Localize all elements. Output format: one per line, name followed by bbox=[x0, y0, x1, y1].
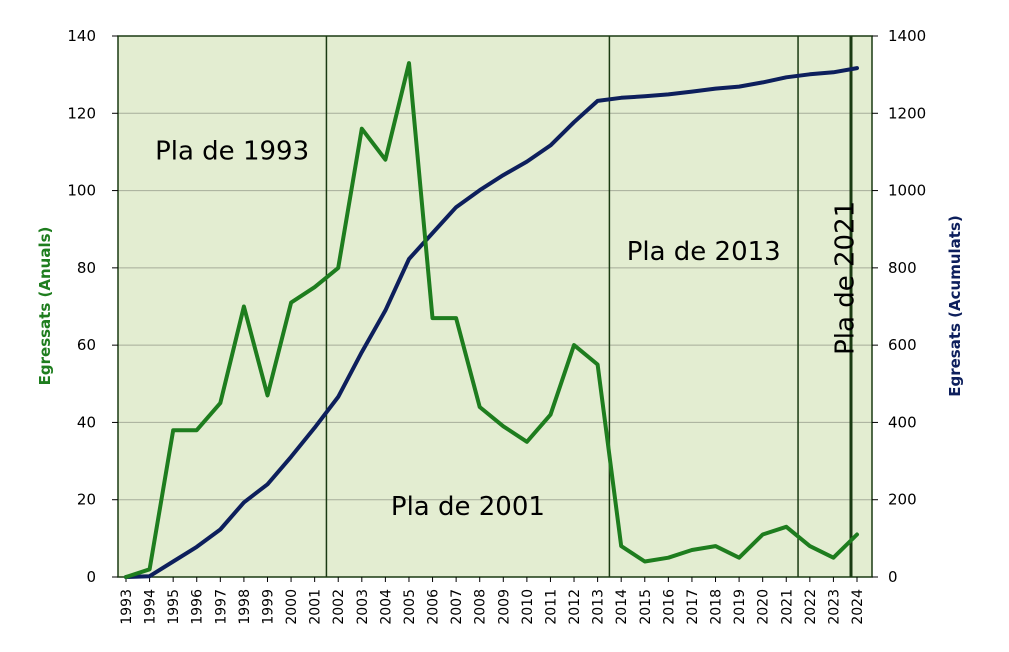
left-tick-label: 120 bbox=[67, 104, 96, 122]
series-lines bbox=[124, 61, 859, 579]
right-tick-label: 1000 bbox=[888, 182, 926, 200]
right-tick-label: 800 bbox=[888, 259, 917, 277]
x-tick-label: 1995 bbox=[166, 589, 182, 625]
x-tick-label: 1999 bbox=[260, 589, 276, 625]
x-tick-label: 2007 bbox=[449, 589, 465, 625]
x-tick-label: 2009 bbox=[496, 589, 512, 625]
x-tick-label: 2014 bbox=[614, 589, 630, 625]
x-tick-label: 2010 bbox=[520, 589, 536, 625]
y-axis-left-label: Egressats (Anuals) bbox=[36, 227, 54, 386]
x-tick-label: 2015 bbox=[638, 589, 654, 625]
x-tick-label: 2013 bbox=[591, 589, 607, 625]
left-tick-label: 20 bbox=[77, 491, 96, 509]
x-tick-label: 2001 bbox=[308, 589, 324, 625]
x-tick-label: 2020 bbox=[756, 589, 772, 625]
right-tick-label: 0 bbox=[888, 568, 898, 586]
x-tick-label: 2017 bbox=[685, 589, 701, 625]
x-tick-label: 2002 bbox=[331, 589, 347, 625]
left-axis: 0 20 40 60 80 100 120 140 bbox=[67, 27, 118, 586]
plan-label: Pla de 2001 bbox=[391, 492, 545, 522]
right-tick-label: 400 bbox=[888, 413, 917, 431]
left-tick-label: 60 bbox=[77, 336, 96, 354]
left-tick-label: 80 bbox=[77, 259, 96, 277]
right-tick-label: 1400 bbox=[888, 27, 926, 45]
left-tick-label: 140 bbox=[67, 27, 96, 45]
x-tick-label: 2018 bbox=[709, 589, 725, 625]
x-tick-label: 2011 bbox=[543, 589, 559, 625]
x-tick-label: 2024 bbox=[850, 589, 866, 625]
y-axis-right-label: Egresats (Acumulats) bbox=[946, 215, 964, 397]
x-tick-label: 2003 bbox=[355, 589, 371, 625]
series-line-annual bbox=[124, 61, 859, 579]
right-tick-label: 200 bbox=[888, 491, 917, 509]
x-tick-label: 2021 bbox=[779, 589, 795, 625]
x-tick-label: 2023 bbox=[826, 589, 842, 625]
left-tick-label: 100 bbox=[67, 182, 96, 200]
plot-frame bbox=[117, 35, 873, 578]
x-tick-label: 1994 bbox=[143, 589, 159, 625]
plan-label: Pla de 1993 bbox=[155, 137, 309, 167]
x-tick-label: 1998 bbox=[237, 589, 253, 625]
x-tick-label: 2005 bbox=[402, 589, 418, 625]
plan-labels: Pla de 1993 Pla de 2001 Pla de 2013 Pla de … bbox=[155, 137, 860, 523]
right-tick-label: 1200 bbox=[888, 104, 926, 122]
left-tick-label: 0 bbox=[86, 568, 96, 586]
x-tick-label: 1996 bbox=[190, 589, 206, 625]
x-tick-label: 2012 bbox=[567, 589, 583, 625]
series-line-accumulated bbox=[124, 66, 859, 579]
plan-label: Pla de 2013 bbox=[627, 237, 781, 267]
x-axis: 1993 1994 1995 1996 1997 1998 1999 2000 2001 2002… bbox=[119, 577, 866, 625]
right-tick-label: 600 bbox=[888, 336, 917, 354]
plan-boundaries bbox=[325, 36, 853, 577]
x-tick-label: 2016 bbox=[661, 589, 677, 625]
right-axis: 0 200 400 600 800 1000 1200 1400 bbox=[872, 27, 926, 586]
x-tick-label: 1993 bbox=[119, 589, 135, 625]
x-tick-label: 2000 bbox=[284, 589, 300, 625]
x-tick-label: 2022 bbox=[803, 589, 819, 625]
left-tick-label: 40 bbox=[77, 413, 96, 431]
x-tick-label: 2006 bbox=[426, 589, 442, 625]
plan-label: Pla de 2021 bbox=[830, 201, 860, 355]
x-tick-label: 2004 bbox=[378, 589, 394, 625]
x-tick-label: 2008 bbox=[473, 589, 489, 625]
x-tick-label: 2019 bbox=[732, 589, 748, 625]
x-tick-label: 1997 bbox=[213, 589, 229, 625]
